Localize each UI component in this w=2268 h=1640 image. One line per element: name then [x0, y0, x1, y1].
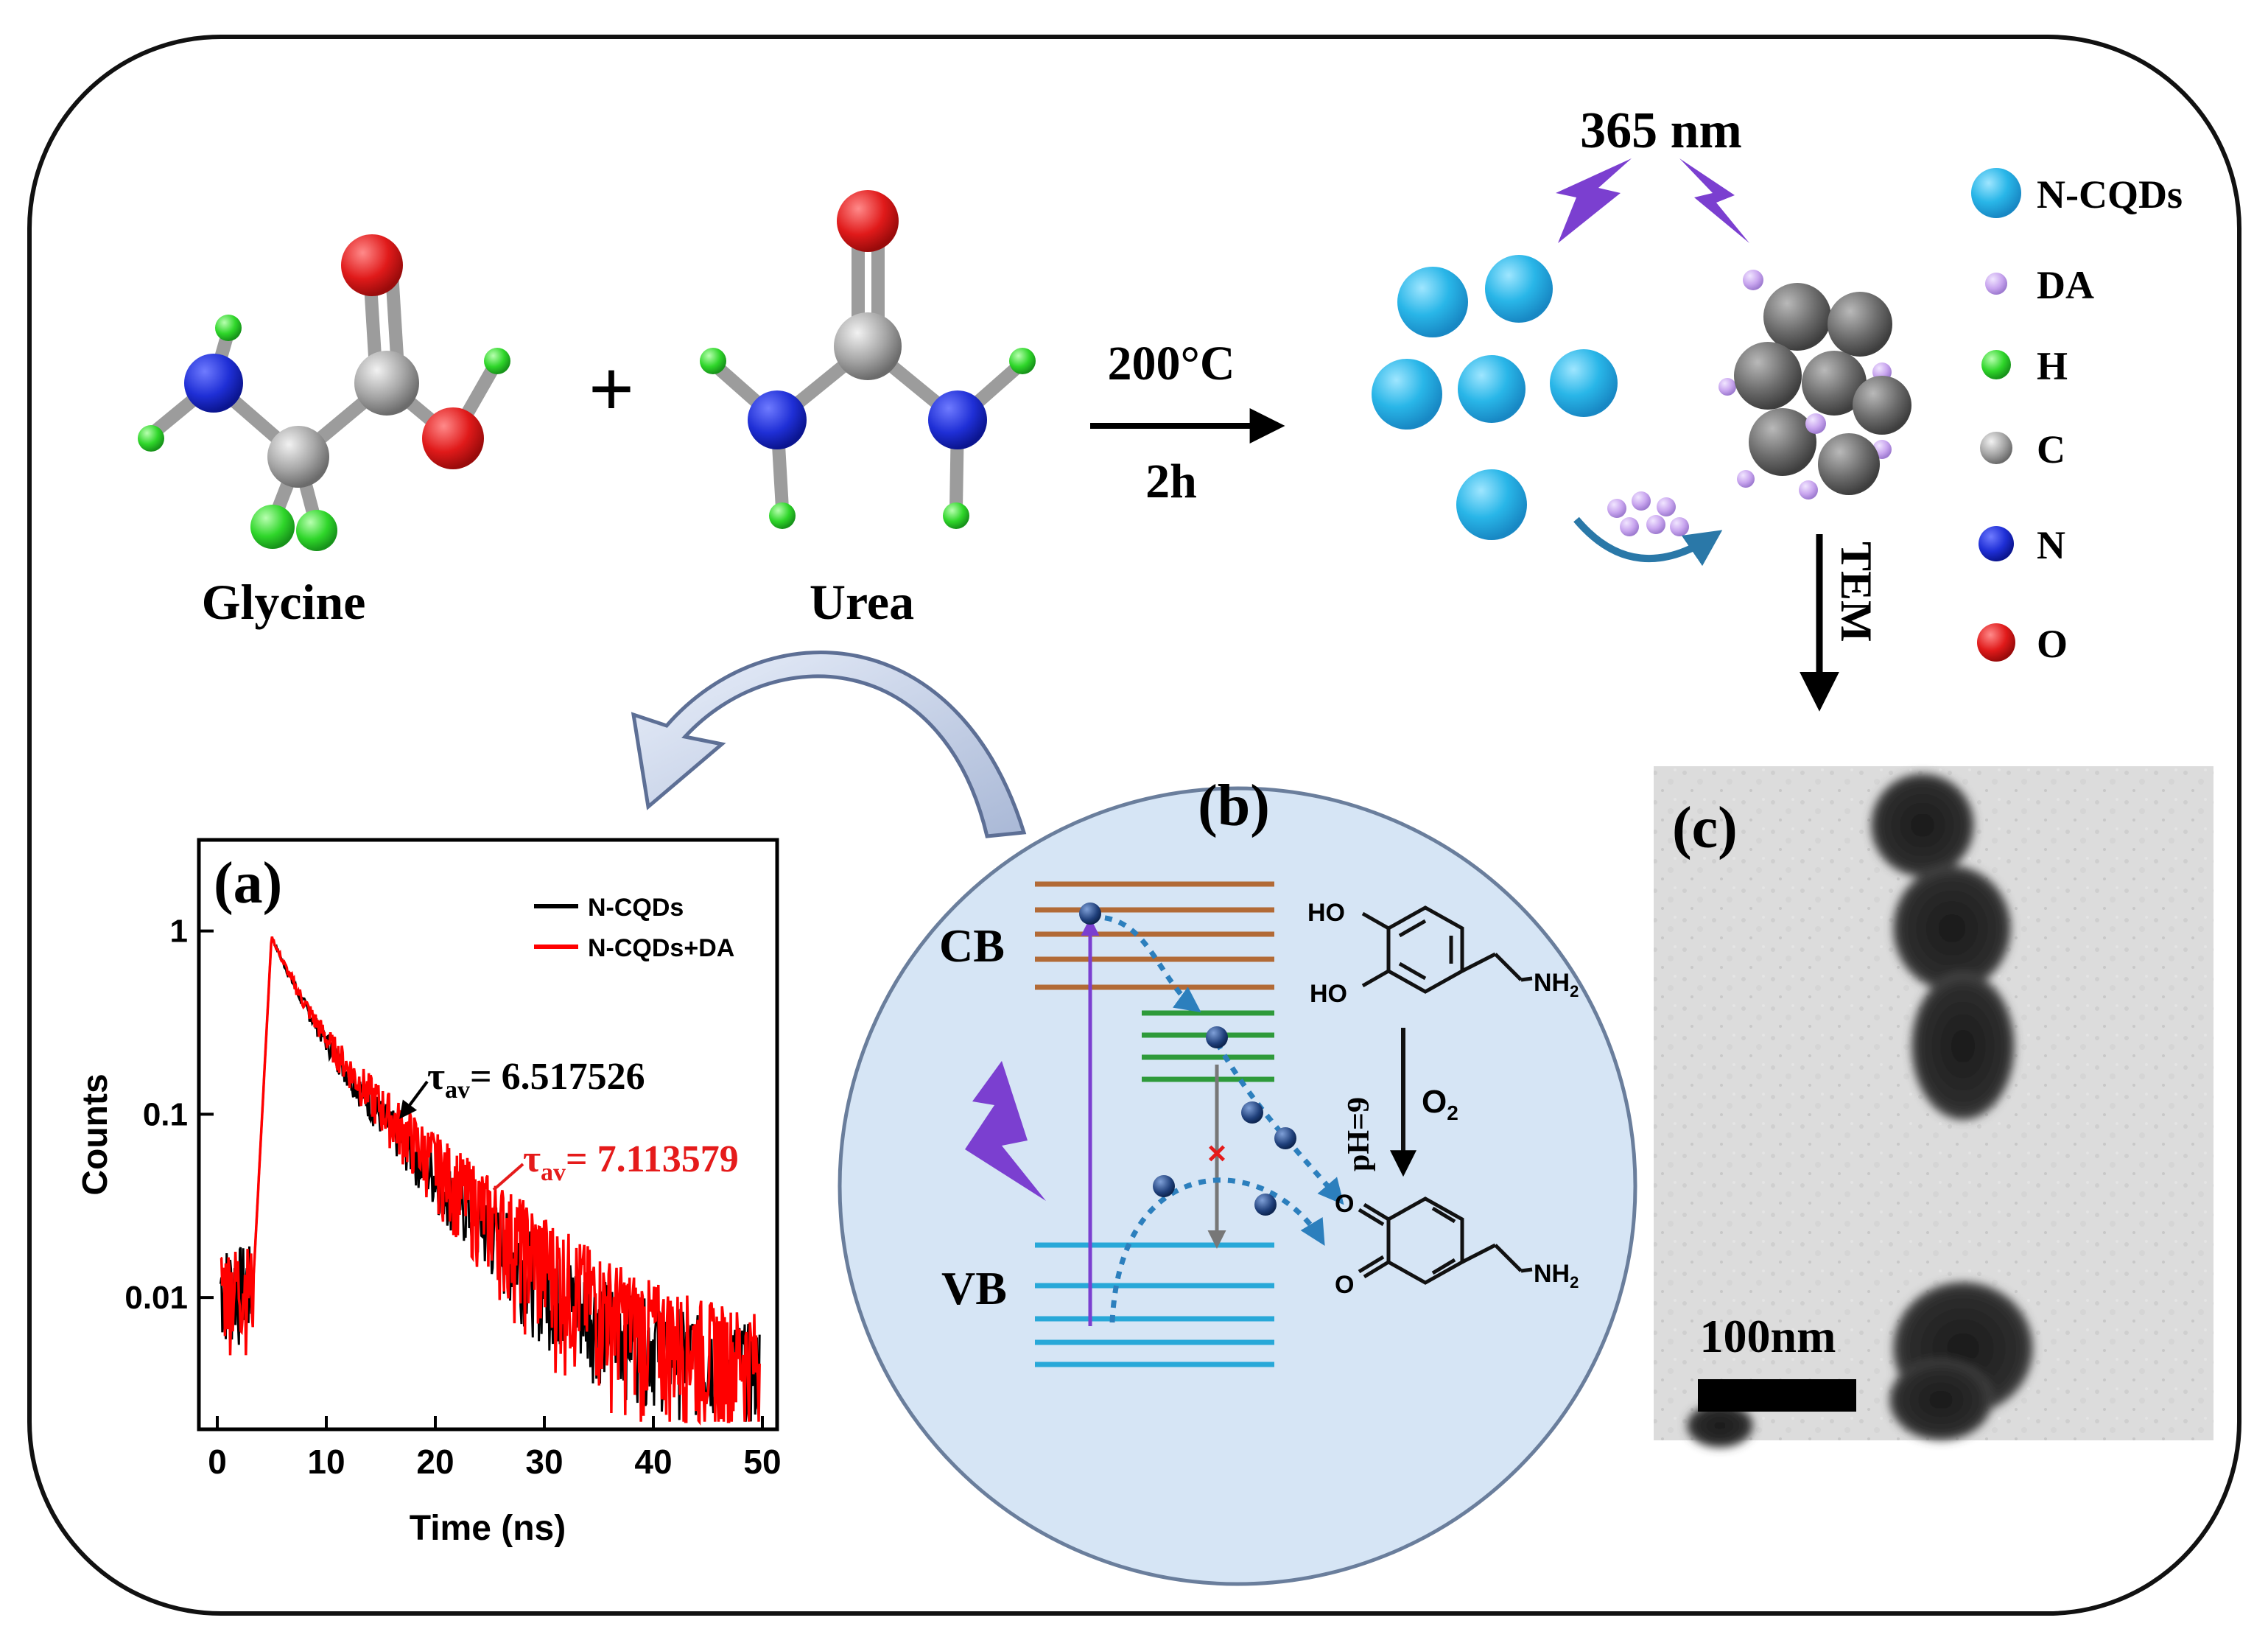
scale-bar-label: 100nm — [1700, 1310, 1836, 1362]
svg-text:O: O — [2037, 622, 2068, 666]
tau-annotation-ncqds: τav= 6.517526 — [427, 1056, 645, 1104]
condition-time: 2h — [1145, 455, 1197, 508]
panel-a-label: (a) — [214, 851, 282, 916]
tau-annotation-ncqds-da: τav= 7.113579 — [523, 1138, 739, 1186]
legend-label-ncqds-da: N-CQDs+DA — [588, 934, 734, 962]
quinone-structure — [1358, 1196, 1533, 1285]
quinone-nh2: NH2 — [1534, 1260, 1579, 1292]
x-tick-label: 20 — [416, 1443, 454, 1481]
x-tick-label: 0 — [208, 1443, 227, 1481]
y-tick-label: 0.01 — [124, 1280, 188, 1316]
x-axis-label: Time (ns) — [410, 1509, 566, 1548]
lightning-bolt-icon — [1679, 158, 1749, 243]
cb-label: CB — [939, 919, 1005, 972]
y-tick-label: 1 — [170, 914, 188, 950]
svg-text:DA: DA — [2037, 263, 2094, 307]
curved-arrow — [631, 651, 1027, 838]
urea-label: Urea — [810, 574, 914, 630]
blocked-cross-icon: × — [1207, 1135, 1226, 1171]
panel-c-label: (c) — [1672, 796, 1738, 861]
svg-text:N-CQDs: N-CQDs — [2037, 172, 2183, 217]
excitation-label: 365 nm — [1580, 102, 1742, 159]
lightning-bolt-icon — [1556, 158, 1632, 243]
lightning-bolt-icon — [965, 1061, 1046, 1201]
o2-label: O2 — [1422, 1084, 1458, 1124]
legend: N-CQDs DA H C N O — [1971, 168, 2183, 666]
plus-sign: + — [589, 344, 635, 434]
dopamine-ho-bottom: HO — [1310, 980, 1347, 1008]
x-tick-label: 10 — [307, 1443, 345, 1481]
quinone-o-bottom: O — [1335, 1271, 1354, 1299]
urea-molecule — [700, 190, 1036, 529]
ncqd-spheres — [1372, 255, 1618, 540]
dopamine-nh2: NH2 — [1534, 969, 1579, 1001]
glycine-label: Glycine — [202, 574, 366, 630]
dopamine-structure — [1361, 905, 1533, 994]
x-tick-label: 40 — [634, 1443, 672, 1481]
y-axis-label: Counts — [76, 1073, 115, 1195]
panel-b: (b) CB VB × — [838, 774, 1637, 1586]
tem-label: TEM — [1832, 542, 1881, 642]
quinone-o-top: O — [1335, 1190, 1354, 1218]
vb-label: VB — [941, 1262, 1007, 1314]
electrons — [1079, 903, 1296, 1216]
svg-text:C: C — [2037, 427, 2065, 472]
dopamine-ho-top: HO — [1307, 899, 1345, 927]
y-tick-label: 0.1 — [143, 1096, 188, 1132]
svg-text:N: N — [2037, 523, 2065, 567]
ncqd-da-aggregate — [1718, 270, 1911, 500]
x-tick-label: 50 — [743, 1443, 781, 1481]
x-tick-label: 30 — [525, 1443, 563, 1481]
scale-bar — [1698, 1379, 1856, 1412]
panel-c: (c) 100nm — [1654, 766, 2213, 1448]
ph-label: pH=9 — [1342, 1097, 1376, 1171]
glycine-molecule — [138, 234, 510, 551]
panel-a: (a) 0 10 20 30 40 50 0.01 0.1 1 N-CQDs N-CQDs+DA… — [76, 838, 782, 1548]
svg-text:H: H — [2037, 344, 2068, 388]
panel-b-label: (b) — [1198, 774, 1270, 838]
series-line-ncqds-da — [220, 936, 761, 1426]
da-cycle — [1573, 491, 1723, 567]
condition-temperature: 200°C — [1107, 337, 1235, 390]
legend-label-ncqds: N-CQDs — [588, 894, 684, 922]
